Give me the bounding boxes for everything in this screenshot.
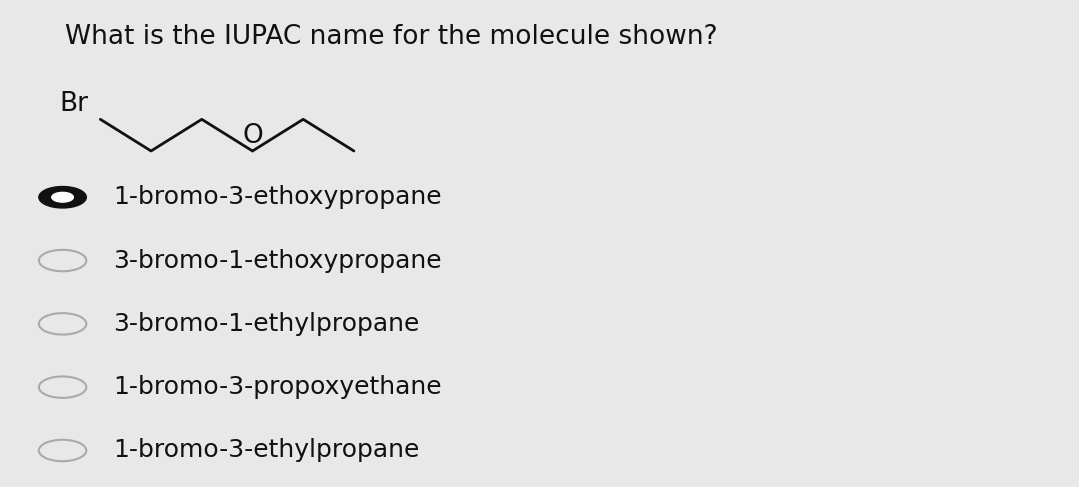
Text: 1-bromo-3-ethylpropane: 1-bromo-3-ethylpropane [113, 438, 420, 463]
Circle shape [39, 187, 86, 208]
Text: What is the IUPAC name for the molecule shown?: What is the IUPAC name for the molecule … [65, 24, 718, 50]
Text: 1-bromo-3-ethoxypropane: 1-bromo-3-ethoxypropane [113, 185, 442, 209]
Text: O: O [242, 123, 263, 149]
Text: 3-bromo-1-ethylpropane: 3-bromo-1-ethylpropane [113, 312, 420, 336]
Text: 3-bromo-1-ethoxypropane: 3-bromo-1-ethoxypropane [113, 248, 442, 273]
Text: 1-bromo-3-propoxyethane: 1-bromo-3-propoxyethane [113, 375, 442, 399]
Circle shape [52, 192, 73, 202]
Text: Br: Br [59, 91, 88, 117]
